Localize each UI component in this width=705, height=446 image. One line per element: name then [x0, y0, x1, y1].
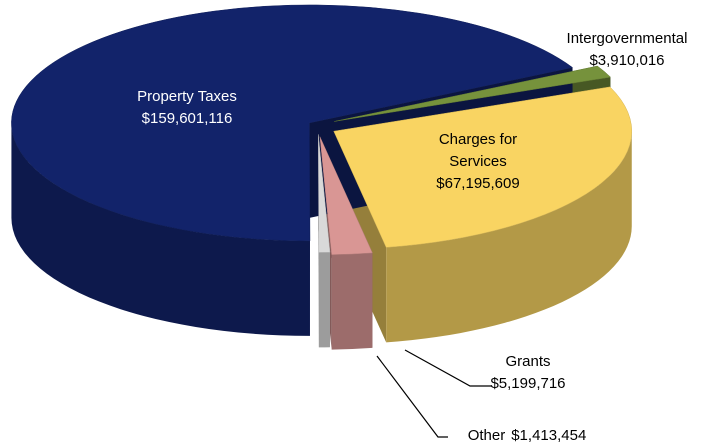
pie-slice — [11, 4, 574, 242]
slice-category: Other — [467, 427, 506, 444]
slice-side — [11, 122, 310, 336]
slice-value: $3,910,016 — [589, 52, 665, 69]
slice-value: $1,413,454 — [511, 427, 587, 444]
slice-value: $5,199,716 — [490, 375, 566, 392]
slice-label: Other $1,413,454 — [427, 425, 627, 446]
slice-category: Property Taxes — [137, 88, 237, 105]
pie-slice — [318, 134, 331, 253]
slice-category: Charges for Services — [438, 131, 518, 170]
slice-side — [331, 252, 373, 350]
slice-tops — [11, 4, 633, 255]
slice-value: $67,195,609 — [436, 175, 520, 192]
slice-category: Grants — [505, 353, 551, 370]
slice-label: Charges for Services $67,195,609 — [423, 129, 533, 195]
slice-label: Intergovernmental $3,910,016 — [527, 28, 705, 72]
slice-label: Property Taxes $159,601,116 — [87, 86, 287, 130]
leader-line — [404, 349, 492, 387]
leader-line — [376, 355, 448, 438]
pie-slice — [333, 86, 633, 248]
slice-side — [386, 131, 632, 343]
slice-side — [318, 252, 330, 348]
slice-label: Grants $5,199,716 — [458, 351, 598, 395]
pie-slice — [319, 136, 373, 255]
slice-category: Intergovernmental — [566, 30, 688, 47]
slice-walls — [11, 122, 632, 350]
pie-slice — [334, 65, 612, 122]
slice-value: $159,601,116 — [141, 110, 233, 127]
